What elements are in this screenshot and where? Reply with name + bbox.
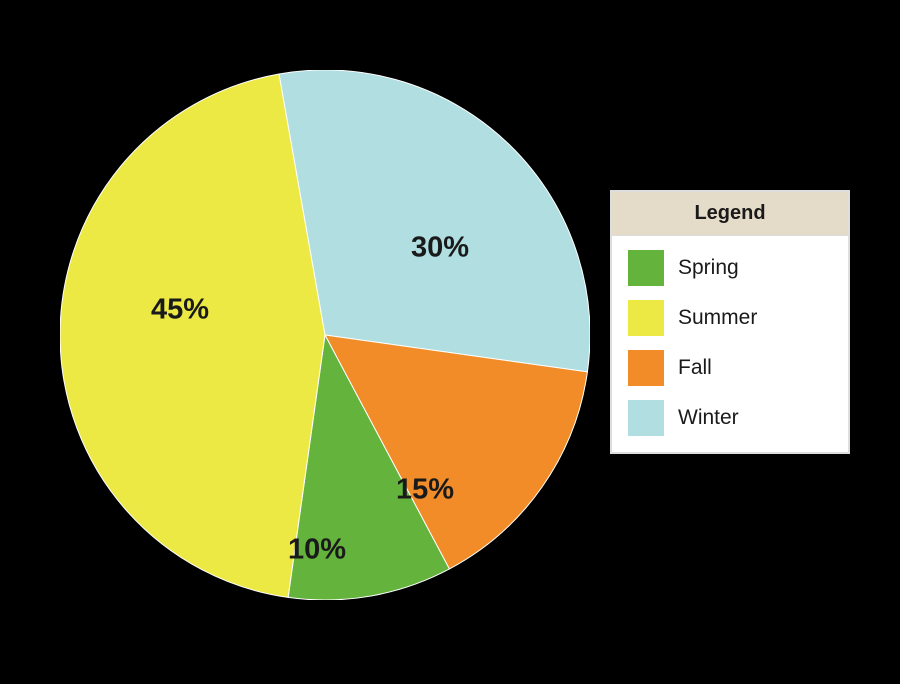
legend-item-summer: Summer [628, 300, 832, 336]
pie-label-spring: 10% [288, 534, 346, 567]
legend-swatch [628, 350, 664, 386]
legend-swatch [628, 300, 664, 336]
legend-label: Summer [678, 306, 757, 330]
legend: Legend Spring Summer Fall Winter [610, 190, 850, 454]
pie-label-winter: 30% [411, 232, 469, 265]
legend-items: Spring Summer Fall Winter [612, 236, 848, 452]
legend-title: Legend [612, 192, 848, 236]
legend-label: Fall [678, 356, 712, 380]
legend-item-spring: Spring [628, 250, 832, 286]
legend-item-fall: Fall [628, 350, 832, 386]
pie-slice-winter [279, 70, 590, 372]
legend-swatch [628, 250, 664, 286]
pie-svg [60, 70, 590, 600]
legend-label: Winter [678, 406, 739, 430]
legend-swatch [628, 400, 664, 436]
pie-slice-summer [60, 74, 325, 597]
pie-label-fall: 15% [396, 474, 454, 507]
legend-label: Spring [678, 256, 739, 280]
pie-chart: 30% 15% 10% 45% [60, 70, 590, 600]
pie-label-summer: 45% [151, 294, 209, 327]
legend-item-winter: Winter [628, 400, 832, 436]
